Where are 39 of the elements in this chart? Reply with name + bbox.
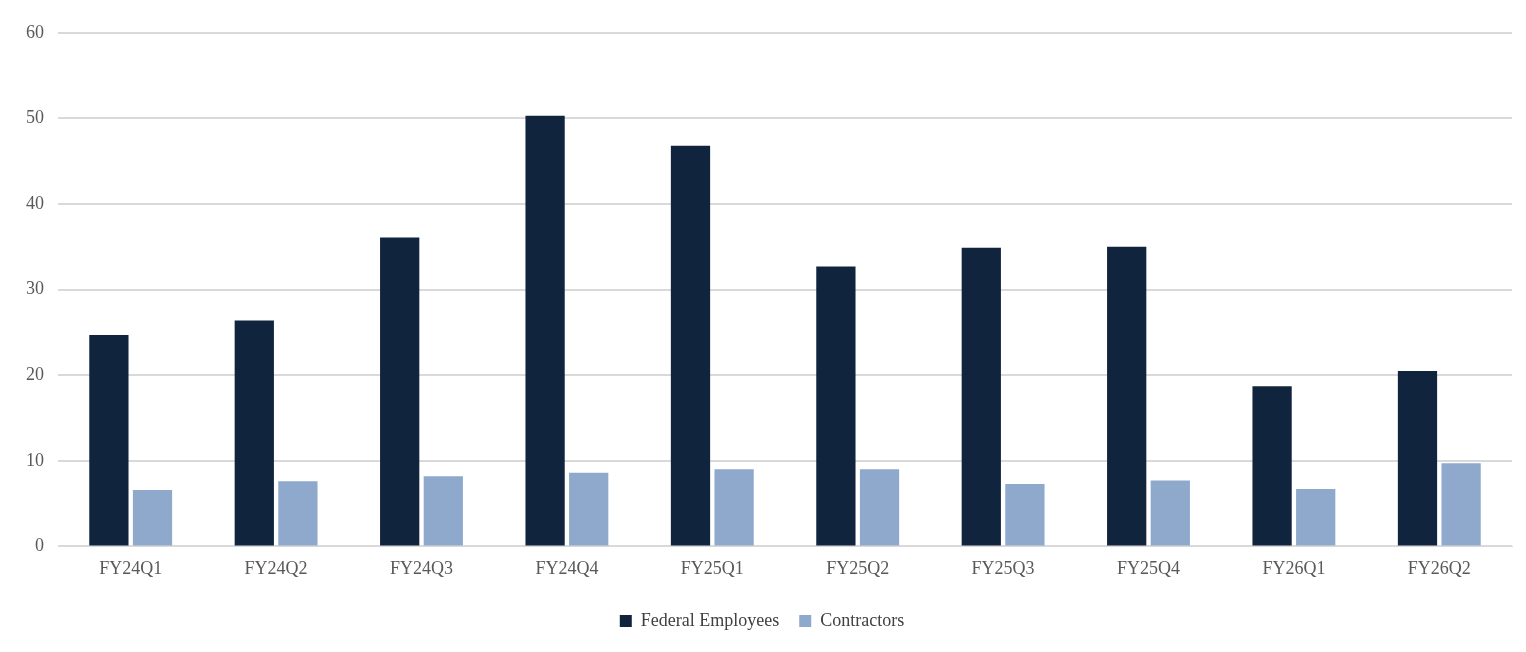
bar — [670, 145, 711, 546]
legend-label: Federal Employees — [640, 609, 780, 630]
bar — [1252, 386, 1292, 546]
x-tick-label: FY25Q2 — [826, 557, 890, 578]
x-tick-label: FY25Q1 — [680, 557, 744, 578]
bar — [1397, 370, 1438, 546]
bar — [1107, 246, 1147, 546]
y-tick-label: 0 — [35, 535, 44, 556]
bar — [423, 476, 463, 546]
x-tick-label: FY26Q2 — [1407, 557, 1471, 578]
bar — [89, 334, 129, 546]
bar — [525, 115, 565, 546]
bar — [1296, 489, 1336, 546]
bar — [278, 481, 318, 546]
y-tick-label: 40 — [26, 192, 44, 213]
bar — [1150, 480, 1190, 546]
bar — [816, 266, 856, 546]
bar — [1441, 463, 1481, 546]
bar — [961, 247, 1001, 546]
y-tick-label: 50 — [26, 107, 44, 128]
x-tick-label: FY24Q2 — [244, 557, 308, 578]
x-tick-label: FY25Q3 — [971, 557, 1035, 578]
bar — [859, 469, 900, 546]
x-tick-label: FY24Q3 — [389, 557, 454, 578]
y-tick-label: 10 — [26, 449, 44, 470]
y-tick-label: 60 — [26, 21, 44, 42]
x-tick-label: FY25Q4 — [1116, 557, 1181, 578]
bar — [1005, 483, 1045, 546]
bar — [234, 320, 274, 546]
bar — [569, 472, 609, 546]
y-tick-label: 30 — [26, 278, 44, 299]
bar — [714, 469, 754, 546]
x-tick-label: FY24Q1 — [99, 557, 163, 578]
bar — [380, 237, 420, 546]
y-tick-label: 20 — [26, 363, 44, 384]
bar — [132, 489, 173, 546]
legend-label: Contractors — [820, 609, 905, 630]
x-tick-label: FY26Q1 — [1262, 557, 1326, 578]
x-tick-label: FY24Q4 — [535, 557, 599, 578]
